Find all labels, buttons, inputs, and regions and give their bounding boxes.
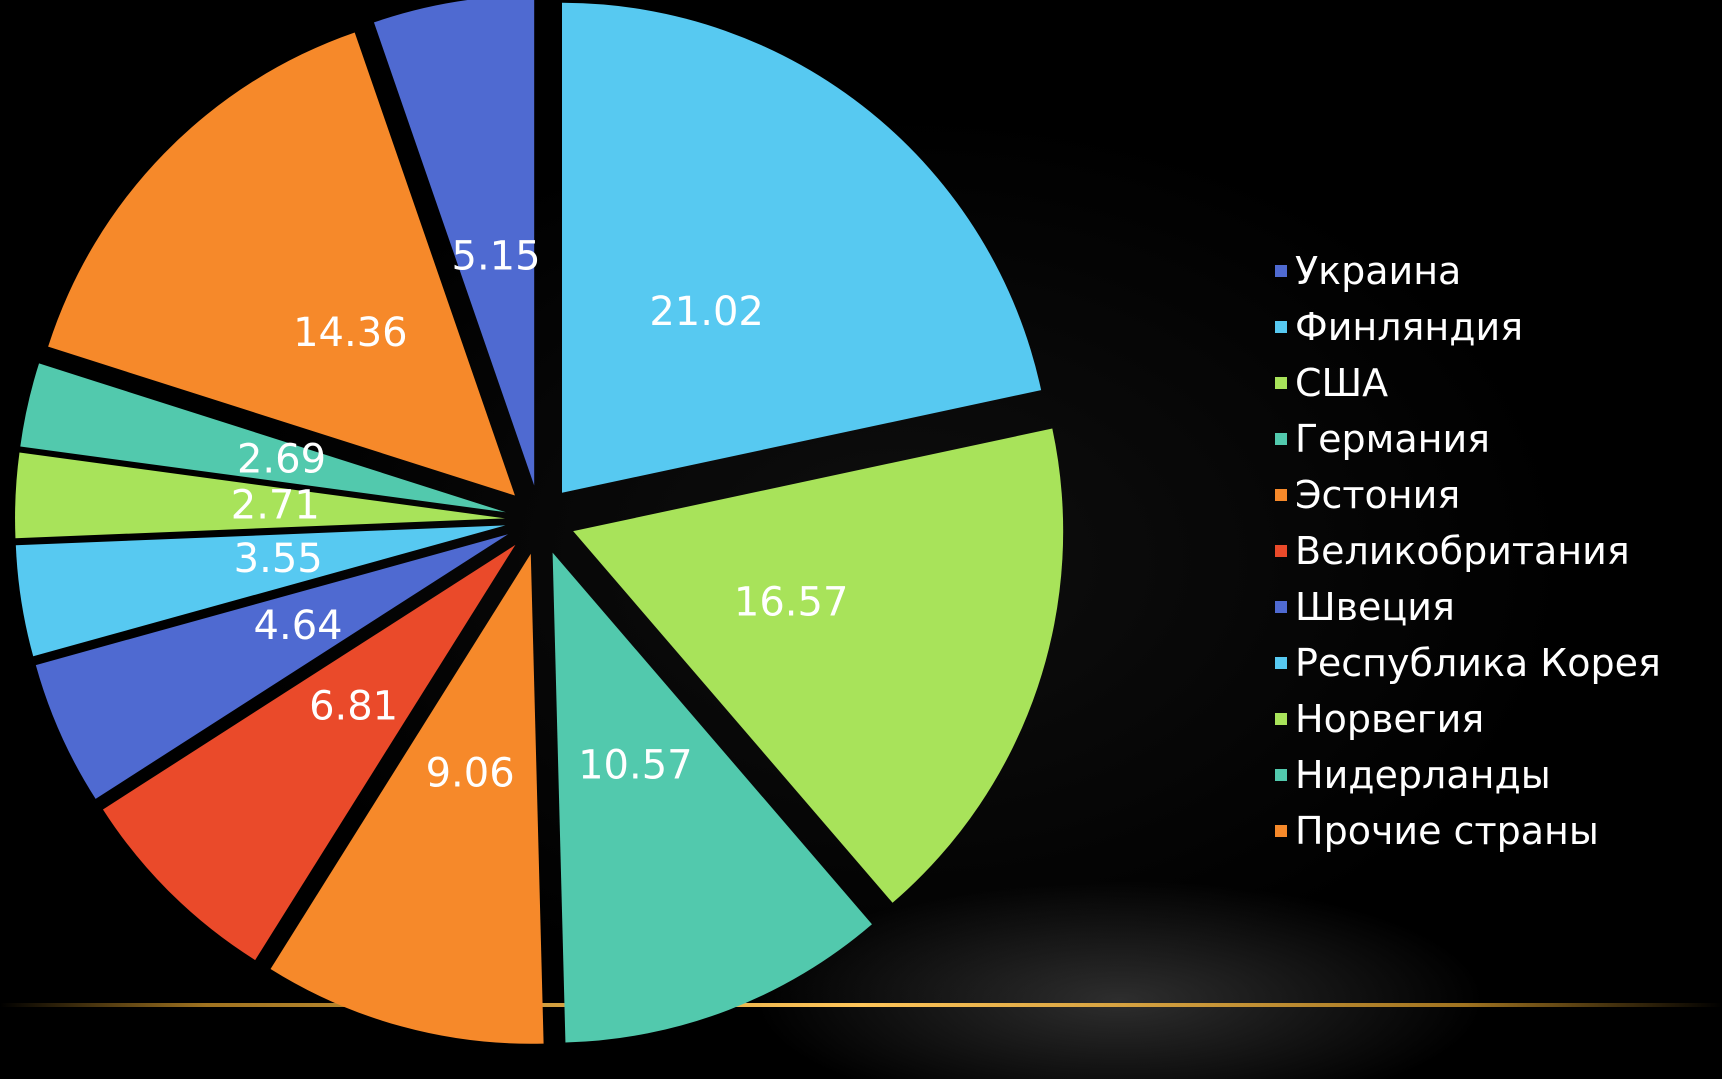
legend-label: Великобритания	[1295, 529, 1630, 573]
data-label-1: 21.02	[649, 289, 764, 335]
legend-swatch	[1275, 601, 1287, 613]
legend-swatch	[1275, 433, 1287, 445]
legend-item-11: Прочие страны	[1275, 803, 1661, 859]
legend-swatch	[1275, 657, 1287, 669]
legend-label: Нидерланды	[1295, 753, 1551, 797]
legend-swatch	[1275, 769, 1287, 781]
data-label-8: 2.71	[231, 483, 320, 529]
legend-label: Эстония	[1295, 473, 1461, 517]
data-label-4: 9.06	[426, 751, 515, 797]
pie-slice-3	[552, 552, 872, 1043]
legend-item-3: США	[1275, 355, 1661, 411]
legend-item-7: Швеция	[1275, 579, 1661, 635]
legend-label: Швеция	[1295, 585, 1455, 629]
legend-item-9: Норвегия	[1275, 691, 1661, 747]
legend-label: Прочие страны	[1295, 809, 1599, 853]
pie-slice-8	[15, 452, 506, 539]
legend-item-4: Германия	[1275, 411, 1661, 467]
pie-slice-9	[20, 363, 506, 513]
legend-item-10: Нидерланды	[1275, 747, 1661, 803]
legend-item-8: Республика Корея	[1275, 635, 1661, 691]
data-label-10: 14.36	[293, 310, 408, 356]
legend-swatch	[1275, 825, 1287, 837]
legend-label: Республика Корея	[1295, 641, 1661, 685]
pie-labels: 21.02 16.57 10.57 9.06 6.81 4.64 3.55 2.712.69 1…	[231, 234, 849, 797]
pie-chart: 21.02 16.57 10.57 9.06 6.81 4.64 3.55 2.712.69 1…	[15, 0, 1064, 1044]
legend-label: Норвегия	[1295, 697, 1485, 741]
data-label-6: 4.64	[254, 603, 343, 649]
legend-swatch	[1275, 489, 1287, 501]
pie-slice-10	[48, 32, 515, 496]
legend-swatch	[1275, 545, 1287, 557]
chart-legend: Украина Финляндия США Германия Эстония Велико…	[1275, 243, 1661, 859]
pie-slice-5	[102, 544, 516, 961]
pie-slices	[15, 0, 1064, 1044]
legend-swatch	[1275, 713, 1287, 725]
pie-slice-11	[373, 0, 535, 486]
legend-label: Украина	[1295, 249, 1462, 293]
legend-swatch	[1275, 265, 1287, 277]
data-label-2: 16.57	[734, 580, 849, 626]
legend-item-6: Великобритания	[1275, 523, 1661, 579]
legend-swatch	[1275, 321, 1287, 333]
pie-slice-4	[270, 553, 544, 1044]
data-label-3: 10.57	[578, 742, 693, 788]
legend-swatch	[1275, 377, 1287, 389]
pie-slice-2	[573, 428, 1064, 903]
accent-line	[0, 1003, 1722, 1007]
legend-label: Германия	[1295, 417, 1491, 461]
pie-slice-7	[15, 525, 506, 657]
data-label-7: 3.55	[234, 536, 323, 582]
data-label-11: 5.15	[452, 234, 541, 280]
pie-slice-1	[562, 2, 1042, 493]
data-label-9: 2.69	[237, 437, 326, 483]
legend-item-5: Эстония	[1275, 467, 1661, 523]
legend-label: США	[1295, 361, 1389, 405]
legend-label: Финляндия	[1295, 305, 1524, 349]
legend-item-2: Финляндия	[1275, 299, 1661, 355]
legend-item-1: Украина	[1275, 243, 1661, 299]
data-label-5: 6.81	[309, 683, 398, 729]
pie-slice-6	[35, 534, 509, 799]
